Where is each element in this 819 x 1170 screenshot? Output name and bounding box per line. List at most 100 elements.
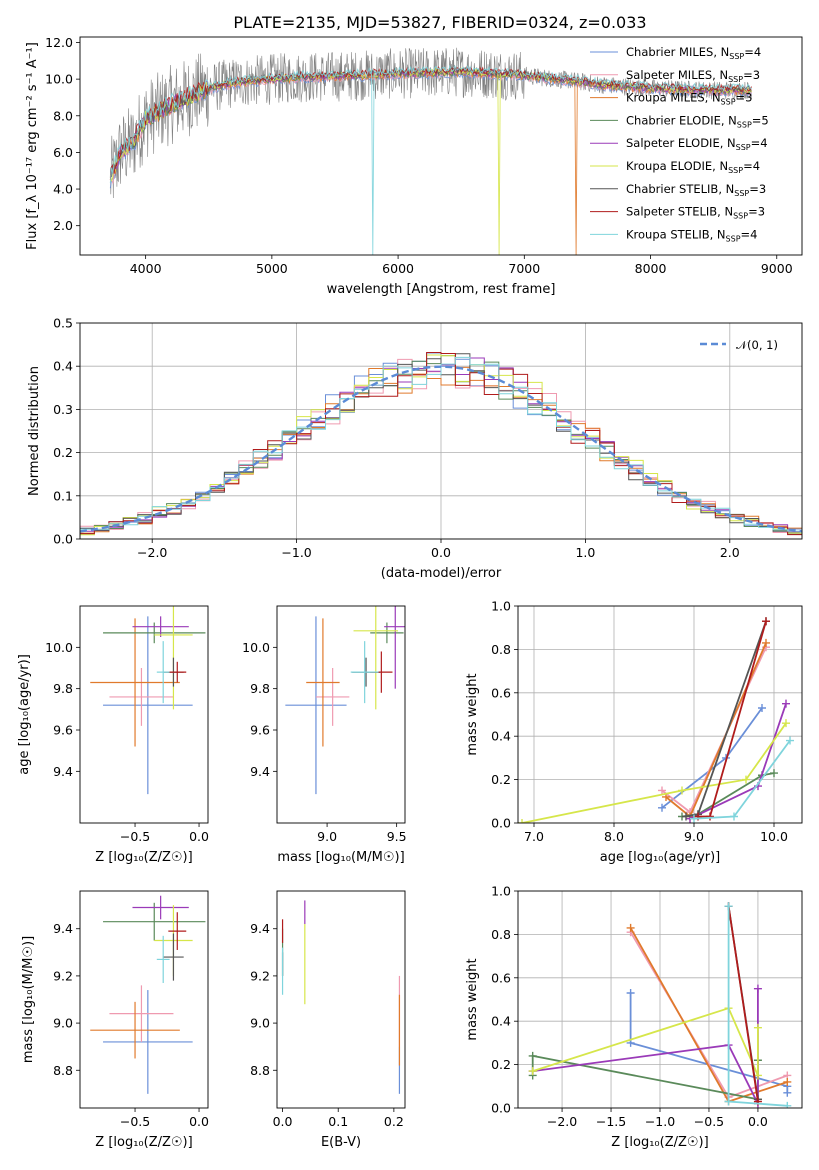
legend-label: Kroupa MILES, NSSP=3	[626, 91, 752, 107]
weight-marker	[682, 812, 690, 821]
x-tick-label: −1.0	[645, 1114, 675, 1129]
x-tick-label: 6000	[382, 261, 414, 276]
gaussian-curve	[80, 365, 802, 533]
axes-frame	[517, 605, 803, 824]
axes-frame	[276, 605, 406, 824]
panel-age_vs_Z: −0.5 0.0 9.4 9.6 9.8 10.0 Z [log₁₀(Z/Z☉)] age […	[17, 605, 209, 865]
x-tick-label: 0.0	[431, 545, 451, 560]
axes-frame	[276, 890, 406, 1109]
y-tick-label: 4.0	[53, 182, 73, 197]
axes-frame	[79, 605, 209, 824]
y-tick-label: 0.4	[491, 1014, 511, 1029]
weight-marker	[724, 1097, 733, 1106]
x-tick-label: −1.5	[596, 1114, 626, 1129]
x-tick-label: 0.0	[189, 829, 209, 844]
weight-line	[661, 707, 763, 809]
y-tick-label: 8.8	[53, 1063, 73, 1078]
x-tick-label: −2.0	[547, 1114, 577, 1129]
x-axis-label: mass [log₁₀(M/M☉)]	[277, 850, 404, 865]
y-tick-label: 10.0	[45, 72, 73, 87]
y-tick-label: 0.5	[53, 316, 73, 331]
legend-label: Chabrier STELIB, NSSP=3	[626, 182, 766, 198]
x-tick-label: −0.5	[120, 1114, 150, 1129]
legend-label: Kroupa ELODIE, NSSP=4	[626, 159, 760, 175]
y-tick-label: 9.6	[250, 723, 270, 738]
panel-residuals: −2.0 −1.0 0.0 1.0 2.0 0.0 0.1 0.2 0.3 0.4 0.5 (data…	[27, 316, 803, 581]
axes-frame	[79, 890, 209, 1109]
weight-marker	[753, 984, 762, 993]
weight-line	[661, 646, 767, 814]
plot-area-mass_vs_Z	[90, 895, 206, 1094]
y-axis-label: Flux [f_λ 10⁻¹⁷ erg cm⁻² s⁻¹ A⁻¹]	[25, 42, 40, 250]
plot-area-mass_vs_ebv	[281, 900, 401, 1094]
y-tick-label: 9.4	[53, 764, 73, 779]
y-tick-label: 0.0	[53, 532, 73, 547]
panel-weight_vs_Z: −2.0 −1.5 −1.0 −0.5 0.0 0.0 0.2 0.4 0.6 0.8 1.0 Z […	[465, 884, 803, 1150]
legend-label: Salpeter MILES, NSSP=3	[626, 68, 760, 84]
weight-marker	[690, 814, 698, 823]
weight-line	[531, 1054, 759, 1101]
x-tick-label: 10.0	[760, 829, 788, 844]
x-axis-label: Z [log₁₀(Z/Z☉)]	[95, 850, 192, 865]
legend-label: Salpeter ELODIE, NSSP=4	[626, 136, 768, 152]
plot-area-residuals	[80, 323, 802, 539]
figure-title: PLATE=2135, MJD=53827, FIBERID=0324, z=0…	[233, 13, 646, 32]
y-axis-label: mass weight	[465, 958, 480, 1040]
y-tick-label: 0.6	[491, 970, 511, 985]
y-tick-label: 2.0	[53, 218, 73, 233]
weight-marker	[678, 786, 686, 795]
weight-marker	[782, 719, 790, 728]
y-tick-label: 1.0	[491, 599, 511, 614]
weight-marker	[786, 736, 794, 745]
y-tick-label: 9.2	[53, 968, 73, 983]
panel-mass_vs_Z: −0.5 0.0 8.8 9.0 9.2 9.4 Z [log₁₀(Z/Z☉)] mass […	[21, 890, 209, 1150]
y-tick-label: 9.4	[53, 921, 73, 936]
weight-line	[521, 722, 787, 823]
plot-area-age_vs_mass	[285, 606, 405, 795]
histogram-step	[80, 352, 802, 536]
weight-marker	[528, 1051, 537, 1060]
x-tick-label: 8.0	[604, 829, 624, 844]
weight-marker	[782, 699, 790, 708]
y-tick-label: 9.8	[53, 681, 73, 696]
y-axis-label: mass weight	[465, 673, 480, 755]
x-tick-label: 0.0	[189, 1114, 209, 1129]
y-tick-label: 0.2	[53, 445, 73, 460]
x-tick-label: 7.0	[524, 829, 544, 844]
weight-marker	[626, 988, 635, 997]
y-tick-label: 0.4	[491, 729, 511, 744]
panel-spectrum: 4000 5000 6000 7000 8000 9000 2.0 4.0 6.0 8.0 10.0…	[25, 35, 803, 297]
y-tick-label: 0.0	[491, 1101, 511, 1116]
weight-line	[532, 1007, 759, 1076]
weight-marker	[658, 803, 666, 812]
weight-marker	[753, 1023, 762, 1032]
plot-area-weight_vs_Z	[518, 891, 802, 1108]
weight-marker	[742, 775, 750, 784]
x-tick-label: −0.5	[120, 829, 150, 844]
y-tick-label: 9.4	[250, 921, 270, 936]
plot-area-age_vs_Z	[90, 606, 206, 795]
y-tick-label: 9.0	[53, 1016, 73, 1031]
weight-marker	[724, 902, 733, 911]
x-tick-label: 1.0	[575, 545, 595, 560]
x-tick-label: 2.0	[720, 545, 740, 560]
x-tick-label: 8000	[635, 261, 667, 276]
legend-label: Chabrier MILES, NSSP=4	[626, 45, 761, 61]
legend-label: Chabrier ELODIE, NSSP=5	[626, 113, 769, 129]
y-tick-label: 0.4	[53, 359, 73, 374]
y-tick-label: 10.0	[45, 640, 73, 655]
weight-marker	[770, 769, 778, 778]
x-axis-label: Z [log₁₀(Z/Z☉)]	[611, 1135, 708, 1150]
x-tick-label: 0.0	[273, 1114, 293, 1129]
weight-line	[727, 906, 759, 1102]
axes-frame	[79, 322, 803, 540]
weight-marker	[783, 1088, 792, 1097]
weight-marker	[762, 617, 770, 626]
legend-label: Salpeter STELIB, NSSP=3	[626, 205, 765, 221]
y-tick-label: 6.0	[53, 145, 73, 160]
weight-marker	[528, 1067, 537, 1076]
y-tick-label: 9.0	[250, 1016, 270, 1031]
y-tick-label: 0.8	[491, 927, 511, 942]
model-line	[109, 66, 752, 181]
